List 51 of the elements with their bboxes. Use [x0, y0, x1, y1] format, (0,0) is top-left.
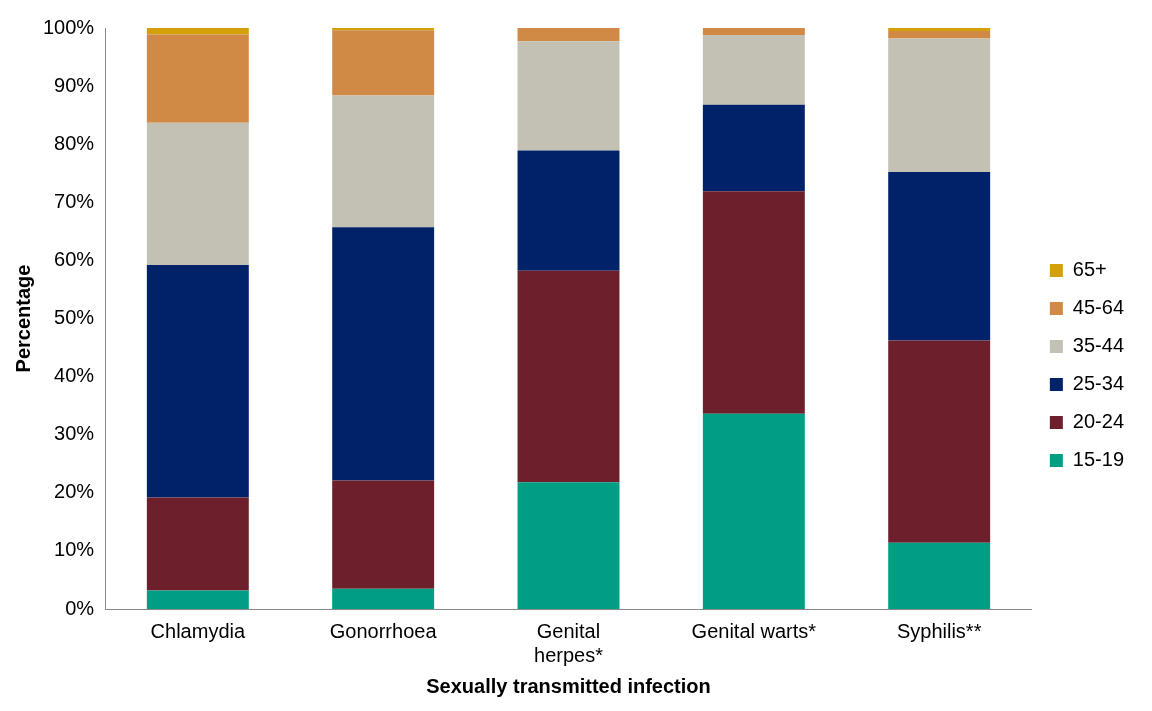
y-tick-label: 80%: [54, 131, 95, 154]
y-tick-label: 40%: [54, 364, 95, 387]
bar: [517, 482, 620, 609]
y-tick-label: 60%: [54, 247, 95, 270]
bar: [332, 95, 435, 228]
x-tick-label: Genital herpes*: [534, 619, 604, 666]
bar: [332, 30, 435, 96]
bar: [702, 104, 805, 192]
bar: [146, 122, 249, 266]
x-tick-label: Syphilis**: [896, 619, 982, 642]
bar: [888, 30, 991, 39]
legend-label: 15-19: [1072, 448, 1124, 471]
bar: [146, 497, 249, 591]
bar: [888, 28, 991, 31]
bar: [146, 34, 249, 123]
bar: [888, 38, 991, 173]
bar: [332, 588, 435, 609]
legend-label: 20-24: [1072, 410, 1124, 433]
bar: [146, 590, 249, 609]
bar: [702, 413, 805, 609]
x-tick-label: Genital warts*: [691, 619, 817, 642]
bar: [517, 270, 620, 483]
y-tick-label: 10%: [54, 538, 95, 561]
legend-label: 65+: [1072, 258, 1107, 281]
y-tick-label: 20%: [54, 480, 95, 503]
y-tick-label: 90%: [54, 73, 95, 96]
y-tick-label: 100%: [43, 15, 95, 38]
legend-label: 35-44: [1072, 334, 1124, 357]
y-axis-title: Percentage: [11, 264, 34, 373]
y-tick-label: 70%: [54, 189, 95, 212]
bar: [888, 340, 991, 543]
x-axis-title: Sexually transmitted infection: [426, 674, 711, 697]
legend-label: 45-64: [1072, 296, 1124, 319]
bar: [888, 172, 991, 341]
bar: [517, 41, 620, 151]
bar: [517, 28, 620, 42]
y-tick-label: 50%: [54, 306, 95, 329]
bar: [702, 34, 805, 105]
bar: [146, 265, 249, 498]
bar: [702, 191, 805, 414]
bar: [517, 150, 620, 271]
x-tick-label: Gonorrhoea: [329, 619, 438, 642]
y-tick-label: 30%: [54, 422, 95, 445]
bar: [146, 28, 249, 35]
bar: [888, 542, 991, 609]
bar: [332, 480, 435, 589]
y-tick-label: 0%: [65, 596, 95, 619]
legend-label: 25-34: [1072, 372, 1124, 395]
x-tick-label: Chlamydia: [150, 619, 246, 642]
bar: [332, 227, 435, 481]
bar: [702, 28, 805, 35]
